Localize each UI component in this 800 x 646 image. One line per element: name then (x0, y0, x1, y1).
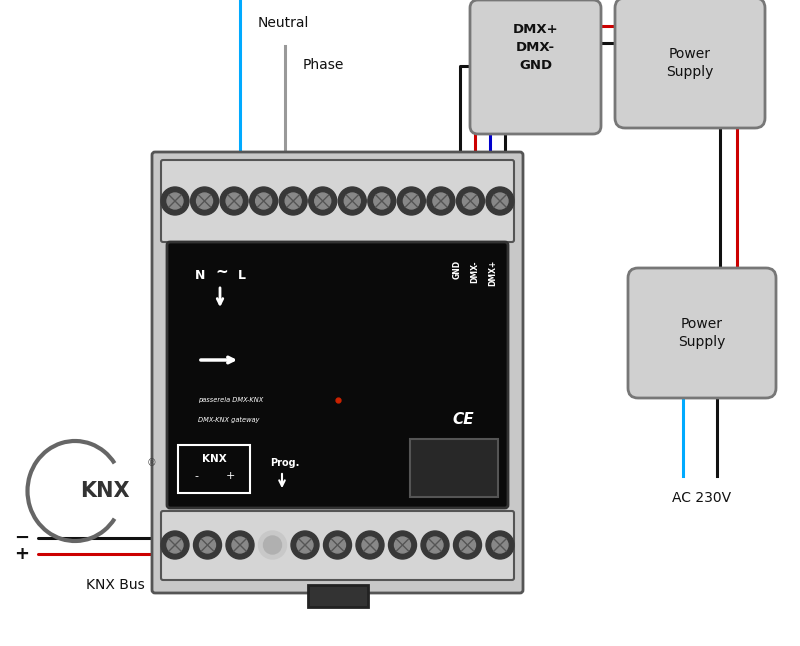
Text: DMX-: DMX- (470, 260, 479, 282)
Circle shape (190, 187, 218, 215)
Circle shape (462, 193, 478, 209)
Circle shape (374, 193, 390, 209)
Circle shape (486, 187, 514, 215)
Circle shape (220, 187, 248, 215)
Circle shape (330, 537, 346, 553)
Circle shape (421, 531, 449, 559)
Text: DMX+: DMX+ (489, 260, 498, 286)
Circle shape (398, 187, 426, 215)
Circle shape (338, 187, 366, 215)
FancyBboxPatch shape (470, 0, 601, 134)
Circle shape (309, 187, 337, 215)
Circle shape (232, 537, 248, 553)
Circle shape (389, 531, 417, 559)
Text: DMX+
DMX-
GND: DMX+ DMX- GND (513, 23, 558, 72)
FancyBboxPatch shape (410, 439, 498, 497)
Circle shape (433, 193, 449, 209)
Circle shape (226, 531, 254, 559)
Text: Prog.: Prog. (270, 458, 299, 468)
Text: Power
Supply: Power Supply (678, 317, 726, 349)
Circle shape (492, 537, 508, 553)
Circle shape (362, 537, 378, 553)
Text: Neutral: Neutral (258, 16, 310, 30)
FancyBboxPatch shape (615, 0, 765, 128)
Text: Phase: Phase (303, 58, 344, 72)
Text: ~: ~ (216, 264, 228, 280)
Circle shape (258, 531, 286, 559)
Circle shape (344, 193, 360, 209)
Circle shape (279, 187, 307, 215)
FancyBboxPatch shape (152, 152, 523, 593)
Text: KNX: KNX (80, 481, 130, 501)
Circle shape (167, 537, 183, 553)
FancyBboxPatch shape (307, 585, 367, 607)
Circle shape (356, 531, 384, 559)
Circle shape (250, 187, 278, 215)
Circle shape (403, 193, 419, 209)
Circle shape (161, 531, 189, 559)
Text: N: N (195, 269, 205, 282)
Circle shape (285, 193, 301, 209)
FancyBboxPatch shape (161, 160, 514, 242)
Circle shape (454, 531, 482, 559)
Text: L: L (238, 269, 246, 282)
Circle shape (197, 193, 213, 209)
Circle shape (394, 537, 410, 553)
Text: KNX: KNX (202, 454, 226, 464)
Circle shape (256, 193, 272, 209)
FancyBboxPatch shape (161, 511, 514, 580)
Circle shape (427, 187, 455, 215)
Circle shape (263, 536, 282, 554)
FancyBboxPatch shape (450, 445, 480, 475)
Circle shape (161, 187, 189, 215)
Circle shape (368, 187, 396, 215)
Circle shape (194, 531, 222, 559)
Text: CE: CE (452, 413, 474, 428)
Circle shape (323, 531, 351, 559)
Circle shape (199, 537, 215, 553)
Circle shape (314, 193, 330, 209)
Circle shape (167, 193, 183, 209)
Text: -: - (194, 471, 198, 481)
Circle shape (492, 193, 508, 209)
FancyBboxPatch shape (628, 268, 776, 398)
Text: DMX-KNX gateway: DMX-KNX gateway (198, 417, 259, 423)
FancyBboxPatch shape (178, 445, 250, 493)
Text: ®: ® (147, 458, 157, 468)
Text: AC 230V: AC 230V (673, 491, 731, 505)
Text: +: + (226, 471, 234, 481)
Text: +: + (14, 545, 30, 563)
Circle shape (457, 187, 485, 215)
Circle shape (486, 531, 514, 559)
Text: −: − (14, 529, 30, 547)
FancyBboxPatch shape (167, 242, 508, 508)
Circle shape (297, 537, 313, 553)
Text: KNX Bus: KNX Bus (86, 578, 144, 592)
Text: GND: GND (453, 260, 462, 279)
Text: passerela DMX-KNX: passerela DMX-KNX (198, 397, 263, 403)
Circle shape (459, 537, 475, 553)
Circle shape (226, 193, 242, 209)
Circle shape (427, 537, 443, 553)
Text: Power
Supply: Power Supply (666, 47, 714, 79)
Circle shape (291, 531, 319, 559)
